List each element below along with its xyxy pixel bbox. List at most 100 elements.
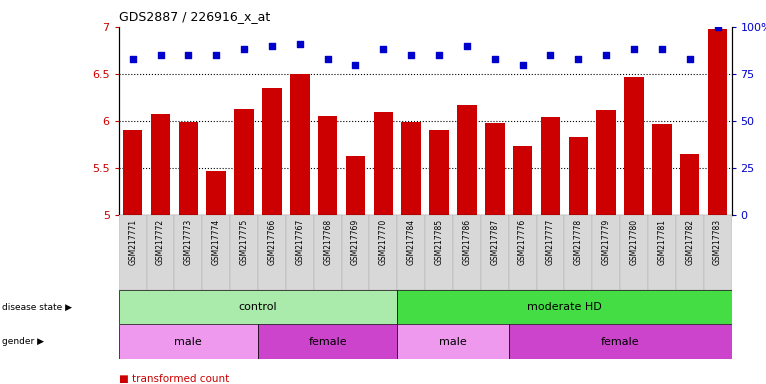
Text: GSM217777: GSM217777 <box>546 219 555 265</box>
Bar <box>398 324 509 359</box>
Bar <box>620 215 648 290</box>
Text: female: female <box>601 337 640 347</box>
Bar <box>429 130 449 215</box>
Bar <box>314 215 342 290</box>
Bar <box>453 215 481 290</box>
Bar <box>119 290 398 324</box>
Text: GSM217772: GSM217772 <box>156 219 165 265</box>
Point <box>322 56 334 62</box>
Bar <box>119 324 258 359</box>
Text: GSM217780: GSM217780 <box>630 219 639 265</box>
Text: GSM217773: GSM217773 <box>184 219 193 265</box>
Bar <box>513 146 532 215</box>
Bar <box>708 29 728 215</box>
Bar <box>258 324 398 359</box>
Text: GSM217776: GSM217776 <box>518 219 527 265</box>
Bar <box>262 88 282 215</box>
Point <box>489 56 501 62</box>
Point <box>545 52 557 58</box>
Point <box>656 46 668 53</box>
Point <box>266 43 278 49</box>
Point <box>182 52 195 58</box>
Text: GSM217771: GSM217771 <box>128 219 137 265</box>
Bar <box>342 215 369 290</box>
Text: female: female <box>309 337 347 347</box>
Text: GSM217779: GSM217779 <box>601 219 611 265</box>
Bar <box>425 215 453 290</box>
Point <box>516 61 529 68</box>
Bar <box>258 215 286 290</box>
Bar <box>207 171 226 215</box>
Point <box>155 52 167 58</box>
Bar <box>676 215 704 290</box>
Bar <box>568 137 588 215</box>
Point <box>433 52 445 58</box>
Bar <box>481 215 509 290</box>
Bar <box>119 215 146 290</box>
Bar <box>457 105 476 215</box>
Bar <box>680 154 699 215</box>
Bar <box>318 116 337 215</box>
Bar <box>230 215 258 290</box>
Point <box>683 56 696 62</box>
Point <box>628 46 640 53</box>
Bar <box>652 124 672 215</box>
Bar <box>286 215 314 290</box>
Text: GDS2887 / 226916_x_at: GDS2887 / 226916_x_at <box>119 10 270 23</box>
Text: GSM217769: GSM217769 <box>351 219 360 265</box>
Text: gender ▶: gender ▶ <box>2 337 44 346</box>
Text: GSM217775: GSM217775 <box>240 219 249 265</box>
Bar <box>541 117 560 215</box>
Bar <box>369 215 398 290</box>
Point <box>126 56 139 62</box>
Bar <box>485 123 505 215</box>
Point <box>210 52 222 58</box>
Text: GSM217768: GSM217768 <box>323 219 332 265</box>
Point <box>377 46 389 53</box>
Point <box>349 61 362 68</box>
Bar <box>374 112 393 215</box>
Bar <box>592 215 620 290</box>
Bar <box>509 324 732 359</box>
Bar <box>123 130 142 215</box>
Text: moderate HD: moderate HD <box>527 302 602 312</box>
Text: GSM217774: GSM217774 <box>211 219 221 265</box>
Point <box>600 52 612 58</box>
Text: male: male <box>439 337 466 347</box>
Bar <box>234 109 254 215</box>
Bar <box>398 290 732 324</box>
Bar <box>151 114 170 215</box>
Bar <box>624 77 643 215</box>
Bar <box>536 215 565 290</box>
Point <box>572 56 584 62</box>
Text: GSM217784: GSM217784 <box>407 219 416 265</box>
Point <box>238 46 250 53</box>
Bar <box>345 156 365 215</box>
Point <box>405 52 417 58</box>
Text: GSM217787: GSM217787 <box>490 219 499 265</box>
Bar <box>704 215 732 290</box>
Bar <box>648 215 676 290</box>
Bar <box>565 215 592 290</box>
Bar <box>597 110 616 215</box>
Bar <box>290 74 309 215</box>
Bar <box>146 215 175 290</box>
Text: GSM217770: GSM217770 <box>379 219 388 265</box>
Text: GSM217767: GSM217767 <box>295 219 304 265</box>
Point <box>293 41 306 47</box>
Text: GSM217781: GSM217781 <box>657 219 666 265</box>
Text: GSM217783: GSM217783 <box>713 219 722 265</box>
Text: GSM217782: GSM217782 <box>686 219 694 265</box>
Text: male: male <box>175 337 202 347</box>
Point <box>712 24 724 30</box>
Text: ■ transformed count: ■ transformed count <box>119 374 229 384</box>
Text: control: control <box>239 302 277 312</box>
Bar <box>175 215 202 290</box>
Bar <box>398 215 425 290</box>
Text: GSM217778: GSM217778 <box>574 219 583 265</box>
Bar <box>178 122 198 215</box>
Bar <box>202 215 230 290</box>
Text: GSM217785: GSM217785 <box>434 219 444 265</box>
Text: GSM217786: GSM217786 <box>463 219 471 265</box>
Bar <box>509 215 536 290</box>
